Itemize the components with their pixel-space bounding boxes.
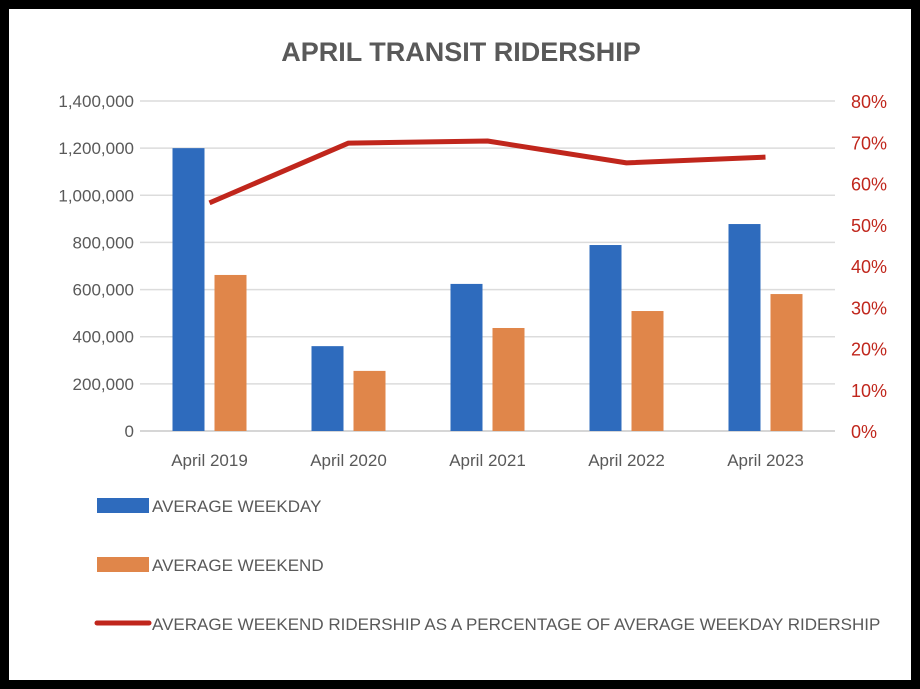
left-axis-tick-label: 200,000 xyxy=(73,375,134,394)
left-axis-tick-label: 400,000 xyxy=(73,328,134,347)
x-axis-tick-label: April 2019 xyxy=(171,451,248,470)
bar-weekday xyxy=(728,224,761,431)
right-axis-tick-label: 80% xyxy=(851,92,887,112)
left-axis-tick-label: 1,400,000 xyxy=(58,92,134,111)
left-axis-tick-label: 800,000 xyxy=(73,233,134,252)
legend-label: AVERAGE WEEKEND xyxy=(152,556,324,575)
right-axis-tick-label: 10% xyxy=(851,381,887,401)
legend-swatch xyxy=(97,498,149,513)
bar-weekend xyxy=(214,274,247,431)
left-axis-tick-label: 1,000,000 xyxy=(58,186,134,205)
left-axis-tick-label: 0 xyxy=(125,422,134,441)
legend-label: AVERAGE WEEKEND RIDERSHIP AS A PERCENTAG… xyxy=(152,615,880,634)
bar-weekday xyxy=(311,346,344,431)
bar-weekday xyxy=(450,283,483,431)
right-axis-tick-label: 50% xyxy=(851,216,887,236)
x-axis-tick-label: April 2023 xyxy=(727,451,804,470)
chart-svg: APRIL TRANSIT RIDERSHIP 0 200,000 400,000 6… xyxy=(58,37,887,634)
right-axis-tick-label: 20% xyxy=(851,340,887,360)
bar-weekday xyxy=(589,245,622,431)
x-axis-tick-label: April 2022 xyxy=(588,451,665,470)
legend-label: AVERAGE WEEKDAY xyxy=(152,497,321,516)
x-axis-tick-label: April 2020 xyxy=(310,451,387,470)
right-axis-tick-label: 70% xyxy=(851,133,887,153)
bar-weekend xyxy=(770,294,803,431)
right-axis-tick-label: 60% xyxy=(851,175,887,195)
x-axis-tick-label: April 2021 xyxy=(449,451,526,470)
right-axis-tick-label: 30% xyxy=(851,298,887,318)
left-axis-tick-label: 1,200,000 xyxy=(58,139,134,158)
chart-title: APRIL TRANSIT RIDERSHIP xyxy=(281,37,641,67)
bar-weekday xyxy=(172,148,205,431)
right-axis-tick-label: 0% xyxy=(851,422,877,442)
left-axis-tick-label: 600,000 xyxy=(73,281,134,300)
legend-swatch xyxy=(97,557,149,572)
percentage-line xyxy=(208,138,766,206)
bar-weekend xyxy=(492,327,525,431)
chart-area: APRIL TRANSIT RIDERSHIP 0 200,000 400,000 6… xyxy=(9,9,911,680)
bar-weekend xyxy=(353,370,386,431)
bar-weekend xyxy=(631,311,664,431)
right-axis-tick-label: 40% xyxy=(851,257,887,277)
